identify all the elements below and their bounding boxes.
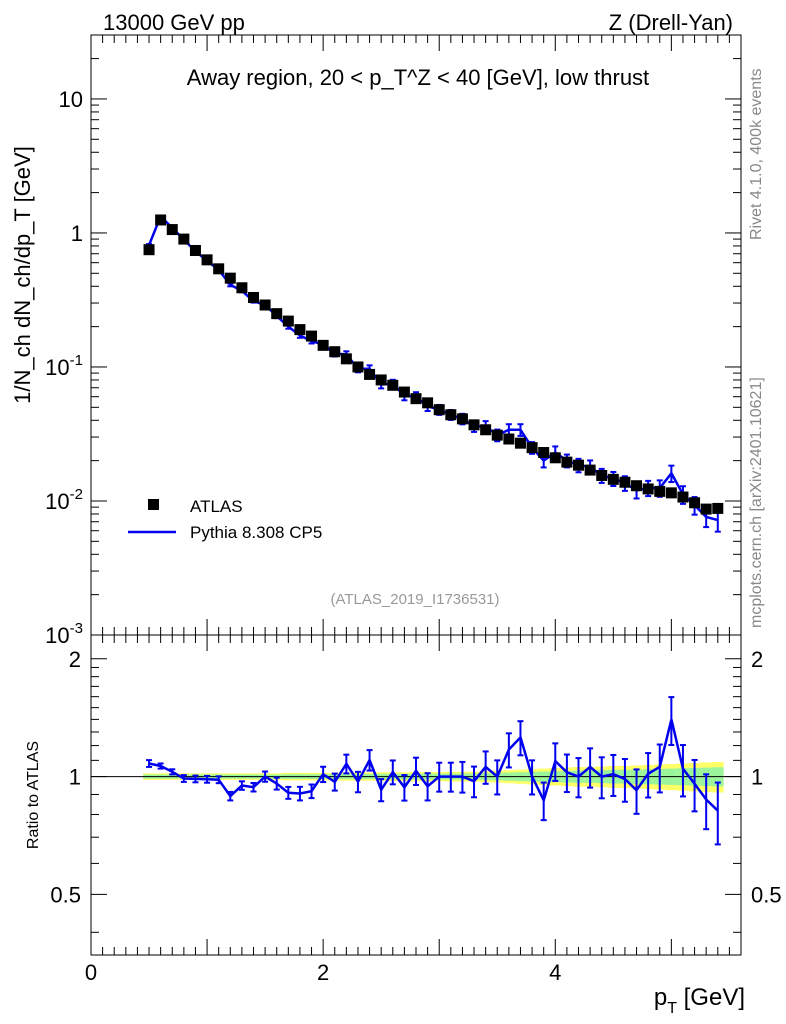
legend-mc-label: Pythia 8.308 CP5 [190, 523, 322, 542]
atlas-data-point [352, 361, 364, 373]
x-tick-label: 2 [317, 960, 329, 985]
atlas-data-point [596, 469, 608, 481]
atlas-data-point [422, 397, 434, 409]
atlas-data-point [189, 244, 201, 256]
rivet-label: Rivet 4.1.0, 400k events [748, 68, 765, 240]
y-axis-label: 1/N_ch dN_ch/dp_T [GeV] [10, 146, 35, 404]
atlas-data-point [491, 429, 503, 441]
ratio-tick-label: 2 [69, 647, 81, 672]
atlas-data-point [514, 437, 526, 449]
y-tick-label: 10-1 [45, 352, 83, 380]
mc-series-line [147, 214, 719, 522]
chart-title: Away region, 20 < p_T^Z < 40 [GeV], low … [187, 65, 649, 90]
atlas-data-point [306, 330, 318, 342]
main-frame [90, 34, 742, 636]
atlas-data-point [398, 386, 410, 398]
atlas-data-point [503, 433, 515, 445]
atlas-data-point [143, 244, 155, 256]
ratio-frame [90, 634, 742, 956]
atlas-data-point [642, 483, 654, 495]
ratio-tick-label-right: 0.5 [751, 882, 782, 907]
atlas-data-point [619, 476, 631, 488]
ratio-tick-label: 1 [69, 765, 81, 790]
atlas-data-point [364, 368, 376, 380]
y-tick-label: 10-3 [45, 620, 83, 648]
atlas-data-point [526, 442, 538, 454]
ratio-tick-label-right: 1 [751, 765, 763, 790]
ratio-y-axis-label: Ratio to ATLAS [25, 741, 42, 849]
atlas-data-point [213, 263, 225, 275]
x-tick-label: 0 [85, 960, 97, 985]
atlas-data-point [178, 233, 190, 245]
atlas-data-point [375, 374, 387, 386]
atlas-data-point [607, 473, 619, 485]
ratio-series-line [148, 719, 719, 812]
atlas-data-point [445, 409, 457, 421]
atlas-data-point [549, 452, 561, 464]
atlas-data-point [201, 254, 213, 266]
atlas-data-point [700, 503, 712, 515]
atlas-data-point [665, 487, 677, 499]
header-process: Z (Drell-Yan) [609, 10, 733, 35]
atlas-data-point [271, 308, 283, 320]
y-tick-label: 10 [59, 87, 83, 112]
atlas-data-point [340, 353, 352, 365]
atlas-data-point [689, 497, 701, 509]
atlas-data-point [155, 214, 167, 226]
legend-atlas-marker [148, 499, 159, 510]
atlas-data-point [236, 282, 248, 294]
atlas-data-point [248, 291, 259, 303]
atlas-data-point [631, 480, 643, 492]
atlas-data-point [282, 315, 294, 327]
atlas-data-point [224, 272, 236, 284]
atlas-data-point [538, 447, 550, 459]
ratio-panel: 0.5 0.5 1 1 2 2 [50, 634, 782, 956]
atlas-data-point [387, 379, 399, 391]
atlas-data-point [410, 393, 422, 405]
ratio-tick-label-right: 2 [751, 647, 763, 672]
atlas-data-point [259, 299, 271, 311]
x-axis-label: pT [GeV] [654, 984, 745, 1017]
atlas-data-point [294, 324, 306, 336]
atlas-data-point [677, 491, 689, 503]
x-tick-label: 4 [549, 960, 561, 985]
mcplots-label: mcplots.cern.ch [arXiv:2401.10621] [748, 377, 765, 628]
atlas-data-point [456, 413, 468, 425]
atlas-data-point [712, 502, 724, 514]
atlas-data-point [561, 456, 573, 468]
analysis-id: (ATLAS_2019_I1736531) [330, 591, 499, 608]
atlas-data-point [433, 404, 445, 416]
ratio-tick-label: 0.5 [50, 882, 81, 907]
atlas-data-point [654, 485, 666, 497]
atlas-data-point [468, 419, 480, 431]
header-collision: 13000 GeV pp [103, 10, 245, 35]
y-tick-label: 10-2 [45, 486, 83, 514]
y-tick-label: 1 [71, 221, 83, 246]
atlas-data-point [166, 224, 178, 236]
legend-atlas-label: ATLAS [190, 497, 243, 516]
atlas-data-point [480, 424, 492, 436]
atlas-data-point [317, 339, 329, 351]
atlas-data-point [329, 346, 341, 358]
atlas-data-point [584, 464, 596, 476]
axis-labels: 0 2 4 pT [GeV] 1/N_ch dN_ch/dp_T [GeV] Ratio … [10, 146, 745, 1017]
main-panel: 10-3 10-2 10-1 1 10 Away region, 20 < p_T^Z <… [45, 34, 742, 648]
atlas-data-point [573, 459, 584, 471]
